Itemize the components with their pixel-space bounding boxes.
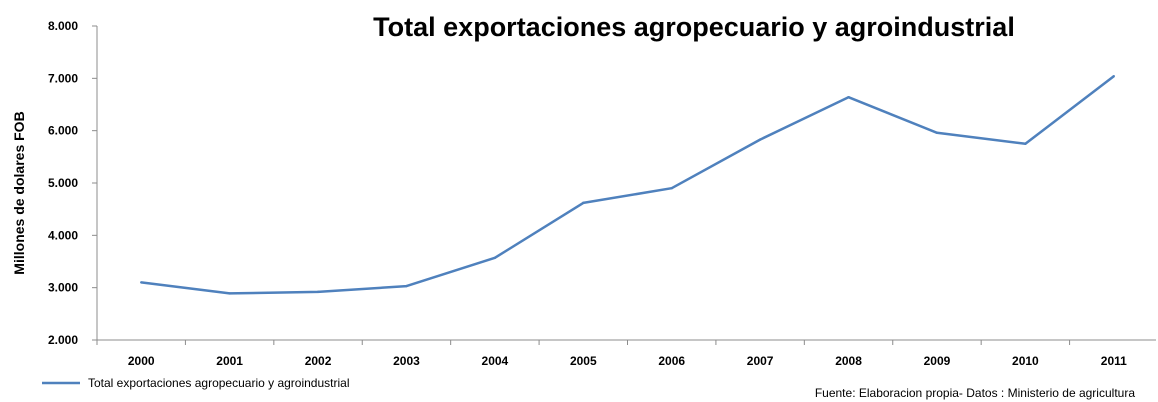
series-line <box>141 75 1115 295</box>
legend-label: Total exportaciones agropecuario y agroi… <box>88 376 350 390</box>
data-point <box>1024 142 1027 145</box>
data-point <box>316 290 320 294</box>
x-tick-label: 2005 <box>570 354 597 368</box>
x-tick-label: 2004 <box>482 354 509 368</box>
y-tick-label: 3.000 <box>48 281 78 295</box>
y-tick-label: 2.000 <box>48 333 78 347</box>
x-tick-label: 2011 <box>1101 354 1127 368</box>
data-point <box>493 256 497 260</box>
data-point <box>847 95 850 99</box>
x-axis-ticks: 2000 2001 2002 2003 2004 2005 2006 2007 2008 2009… <box>96 340 1127 368</box>
data-point <box>582 201 585 205</box>
y-tick-label: 7.000 <box>48 71 78 85</box>
data-point <box>405 284 408 288</box>
x-tick-label: 2001 <box>216 354 243 368</box>
legend: Total exportaciones agropecuario y agroi… <box>42 376 350 390</box>
x-tick-label: 2003 <box>393 354 420 368</box>
source-note: Fuente: Elaboracion propia- Datos : Mini… <box>815 386 1135 400</box>
data-point <box>1112 75 1115 78</box>
x-tick-label: 2010 <box>1012 354 1039 368</box>
x-tick-label: 2007 <box>747 354 774 368</box>
x-tick-label: 2009 <box>924 354 951 368</box>
y-tick-label: 6.000 <box>48 124 78 138</box>
y-tick-label: 8.000 <box>48 19 78 33</box>
y-tick-label: 4.000 <box>48 228 78 242</box>
data-point <box>758 138 762 141</box>
data-point <box>935 131 939 134</box>
x-tick-label: 2008 <box>835 354 862 368</box>
data-point <box>670 187 673 190</box>
x-tick-label: 2002 <box>305 354 332 368</box>
data-point <box>140 281 143 284</box>
y-axis-label: Millones de dolares FOB <box>11 111 27 274</box>
y-tick-label: 5.000 <box>48 176 78 190</box>
data-point <box>228 292 231 295</box>
series-group <box>140 75 1115 295</box>
y-axis-ticks: 2.000 3.000 4.000 5.000 6.000 7.000 8.000 <box>48 19 97 347</box>
x-tick-label: 2000 <box>128 354 155 368</box>
chart-title: Total exportaciones agropecuario y agroi… <box>373 12 1015 42</box>
x-tick-label: 2006 <box>658 354 685 368</box>
